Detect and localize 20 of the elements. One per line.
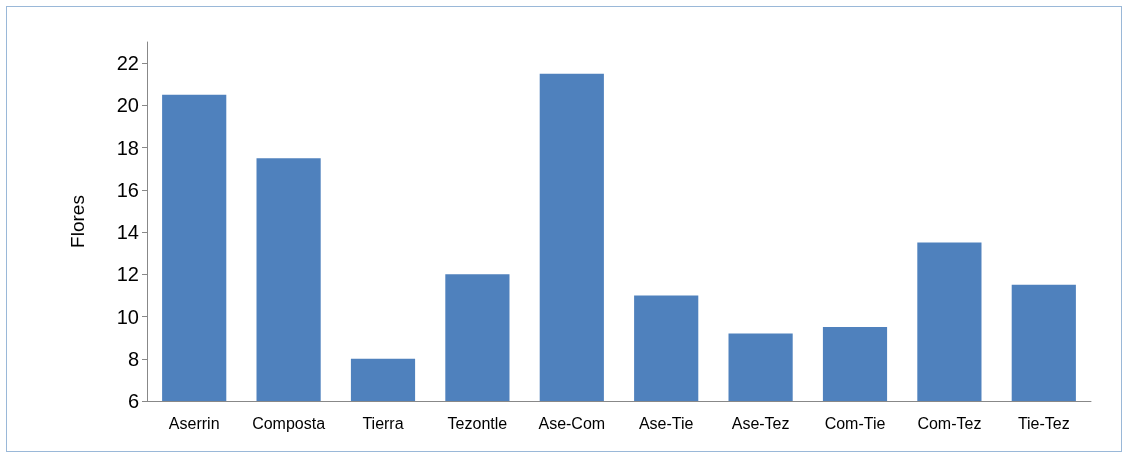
x-tick-label: Com-Tez (917, 414, 982, 432)
x-tick-label: Tierra (362, 414, 404, 432)
y-tick-label: 20 (116, 94, 139, 117)
x-tick-label: Ase-Com (538, 414, 606, 432)
y-tick-label: 8 (127, 347, 139, 370)
x-tick-label: Ase-Tez (731, 414, 790, 432)
y-tick-label: 10 (116, 305, 139, 328)
x-tick-label: Aserrin (168, 414, 220, 432)
y-tick-label: 12 (116, 263, 139, 286)
y-tick-label: 6 (127, 390, 139, 412)
y-tick-label: 22 (116, 52, 139, 75)
x-tick-label: Ase-Tie (638, 414, 694, 432)
y-tick-label: 16 (116, 178, 139, 201)
y-tick-label: 18 (116, 136, 139, 159)
x-tick-label: Tie-Tez (1017, 414, 1070, 432)
y-tick-label: 14 (116, 221, 139, 244)
x-tick-label: Composta (252, 414, 326, 432)
y-axis-title: Flores (67, 195, 88, 248)
x-tick-label: Tezontle (447, 414, 508, 432)
x-tick-label: Com-Tie (824, 414, 886, 432)
